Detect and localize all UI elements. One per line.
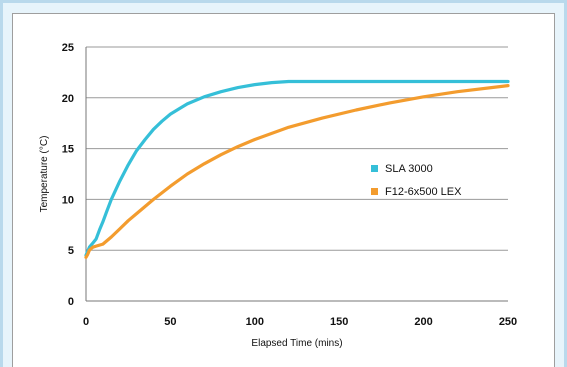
x-axis-title: Elapsed Time (mins) [251,338,342,349]
series-lines [84,79,510,259]
chart-card [12,13,555,367]
y-tick-label-5: 5 [68,245,74,257]
x-tick-label-50: 50 [164,316,176,328]
x-tick-label-200: 200 [414,316,432,328]
y-tick-label-20: 20 [62,93,74,105]
legend: SLA 3000 F12-6x500 LEX [371,163,462,198]
series-line-0 [84,79,510,257]
y-tick-label-25: 25 [62,42,74,54]
series-line-1 [84,83,510,259]
x-tick-label-0: 0 [83,316,89,328]
legend-swatch-sla-3000 [371,165,378,172]
axes [85,47,508,302]
legend-label-sla-3000: SLA 3000 [385,163,433,175]
y-tick-label-15: 15 [62,144,74,156]
legend-swatch-f12-lex [371,188,378,195]
legend-label-f12-lex: F12-6x500 LEX [385,186,462,198]
y-tick-label-10: 10 [62,194,74,206]
x-tick-label-100: 100 [246,316,264,328]
x-tick-label-250: 250 [499,316,517,328]
x-tick-label-150: 150 [330,316,348,328]
y-axis-title: Temperature (°C) [39,136,50,213]
grid-lines [86,46,508,251]
y-tick-label-0: 0 [68,296,74,308]
